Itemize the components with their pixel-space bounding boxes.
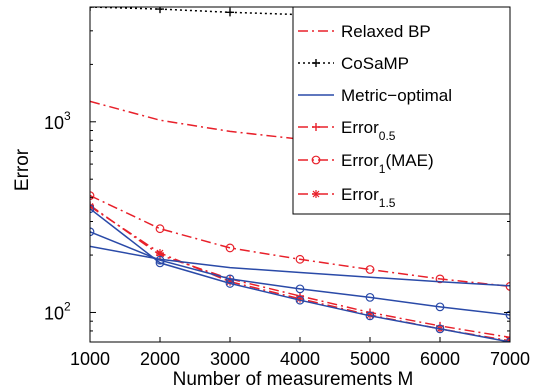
legend-marker-4: [311, 155, 321, 165]
series-6-point-6: [505, 310, 510, 320]
series-7-point-4: [365, 311, 375, 321]
legend-marker-1: [312, 59, 320, 67]
x-tick-label-3: 4000: [280, 349, 320, 369]
series-4-point-4: [366, 310, 374, 319]
series-2-line: [90, 194, 510, 288]
legend-item-4: Error1(MAE): [298, 151, 434, 176]
legend-box: [292, 6, 511, 215]
series-4-point-2: [226, 277, 234, 286]
legend-label-4: Error1(MAE): [341, 151, 434, 176]
legend-item-3: Error0.5: [298, 118, 396, 143]
legend-marker-5: [312, 190, 320, 198]
series-7-point-0: [90, 204, 95, 214]
series-4-point-1: [156, 249, 164, 258]
series-6-point-5: [435, 302, 445, 312]
series-6-line: [90, 231, 510, 316]
series-2-point-5: [435, 274, 445, 284]
legend-item-1: CoSaMP: [298, 54, 409, 73]
series-2-point-2: [225, 243, 235, 253]
series-2: [90, 191, 510, 291]
legend-marker-3: [312, 123, 320, 131]
x-tick-label-5: 6000: [420, 349, 460, 369]
x-tick-label-2: 3000: [210, 349, 250, 369]
y-axis-label: Error: [12, 148, 33, 191]
series-6-point-3: [295, 284, 305, 294]
series-3-point-6: [506, 333, 510, 342]
series-4-point-3: [296, 294, 304, 303]
x-tick-label-1: 2000: [140, 349, 180, 369]
series-2-point-6: [505, 281, 510, 291]
series-7-point-5: [435, 324, 445, 334]
series-2-point-1: [155, 224, 165, 234]
series-4-line: [90, 205, 510, 342]
legend-label-3: Error0.5: [341, 118, 396, 143]
x-tick-label-0: 1000: [70, 349, 110, 369]
legend-item-0: Relaxed BP: [298, 22, 431, 41]
series-2-point-4: [365, 265, 375, 274]
x-tick-label-6: 7000: [490, 349, 530, 369]
legend-label-0: Relaxed BP: [341, 22, 431, 41]
y-tick-label-1: 103: [44, 109, 71, 133]
series-2-point-3: [295, 254, 305, 264]
legend: Relaxed BP CoSaMP Metric−optimal Error0.5 Er…: [292, 6, 511, 215]
legend-label-2: Metric−optimal: [341, 86, 452, 105]
y-tick-label-0: 102: [44, 299, 71, 323]
series-3: [90, 201, 510, 342]
legend-item-2: Metric−optimal: [298, 86, 452, 105]
series-7-point-3: [295, 295, 305, 305]
series-6: [90, 227, 510, 320]
series-7-line: [90, 208, 510, 342]
legend-label-1: CoSaMP: [341, 54, 409, 73]
series-7: [90, 204, 510, 342]
series-2-point-0: [90, 191, 95, 201]
x-axis-label: Number of measurements M: [173, 369, 414, 389]
series-6-point-0: [90, 227, 95, 237]
series-7-point-2: [225, 279, 235, 288]
legend-label-5: Error1.5: [341, 185, 396, 210]
x-tick-label-4: 5000: [350, 349, 390, 369]
legend-item-5: Error1.5: [298, 185, 396, 210]
series-7-point-1: [155, 258, 165, 268]
series-6-point-4: [365, 292, 375, 302]
